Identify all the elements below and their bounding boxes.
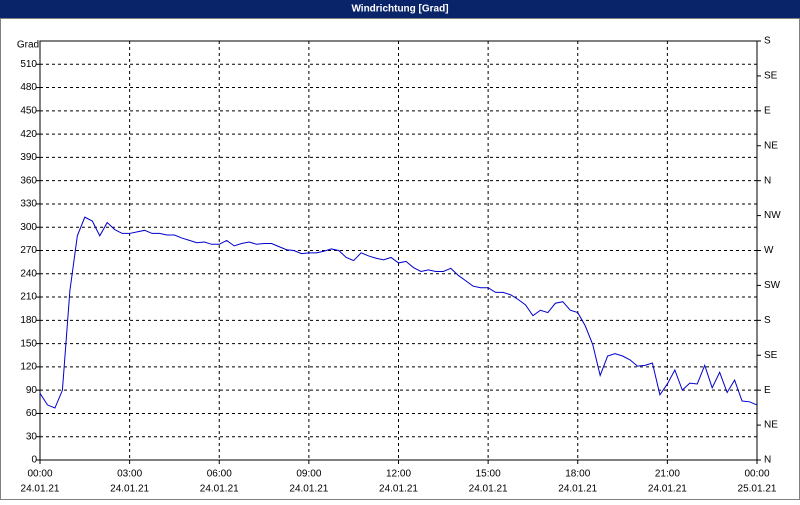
y-axis-label: Grad [17, 40, 39, 51]
x-tick-label: 18:00 [565, 469, 590, 480]
y-tick-label: 270 [20, 245, 37, 256]
x-tick-label: 12:00 [386, 469, 411, 480]
y2-tick-label: N [764, 455, 771, 466]
y-tick-label: 180 [20, 315, 37, 326]
y2-tick-label: W [764, 245, 774, 256]
x-tick-label: 03:00 [117, 469, 142, 480]
x-tick-label: 06:00 [207, 469, 232, 480]
y-tick-label: 240 [20, 268, 37, 279]
x-tick-date: 24.01.21 [469, 484, 508, 495]
y2-tick-label: S [764, 315, 771, 326]
chart-title: Windrichtung [Grad] [351, 4, 448, 15]
y2-tick-label: S [764, 36, 771, 47]
x-tick-date: 24.01.21 [21, 484, 60, 495]
y-tick-label: 390 [20, 152, 37, 163]
y2-tick-label: SW [764, 280, 781, 291]
y-tick-label: 30 [26, 431, 38, 442]
y-tick-label: 60 [26, 408, 38, 419]
x-tick-label: 09:00 [296, 469, 321, 480]
y-tick-label: 420 [20, 129, 37, 140]
y-tick-label: 0 [31, 455, 37, 466]
y-tick-label: 450 [20, 105, 37, 116]
x-tick-date: 24.01.21 [558, 484, 597, 495]
y2-tick-label: N [764, 175, 771, 186]
x-tick-label: 00:00 [27, 469, 52, 480]
series-line [39, 216, 758, 409]
y2-tick-label: E [764, 385, 771, 396]
y-tick-label: 120 [20, 362, 37, 373]
y-tick-label: 300 [20, 222, 37, 233]
x-tick-date: 24.01.21 [379, 484, 418, 495]
y2-tick-label: NE [764, 140, 778, 151]
x-tick-label: 15:00 [476, 469, 501, 480]
y2-tick-label: NW [764, 210, 781, 221]
x-tick-date: 24.01.21 [648, 484, 687, 495]
y2-tick-label: NE [764, 420, 778, 431]
y-tick-label: 150 [20, 338, 37, 349]
title-bar [0, 0, 800, 18]
y-tick-label: 210 [20, 292, 37, 303]
y2-tick-label: E [764, 105, 771, 116]
x-tick-date: 24.01.21 [200, 484, 239, 495]
y-tick-label: 90 [26, 385, 38, 396]
x-tick-date: 24.01.21 [289, 484, 328, 495]
y2-tick-label: SE [764, 350, 778, 361]
y-tick-label: 480 [20, 82, 37, 93]
x-tick-date: 24.01.21 [110, 484, 149, 495]
x-tick-label: 00:00 [744, 469, 769, 480]
y-tick-label: 510 [20, 59, 37, 70]
y-tick-label: 360 [20, 175, 37, 186]
y-tick-label: 330 [20, 199, 37, 210]
y2-tick-label: SE [764, 71, 778, 82]
x-tick-date: 25.01.21 [738, 484, 777, 495]
x-tick-label: 21:00 [655, 469, 680, 480]
